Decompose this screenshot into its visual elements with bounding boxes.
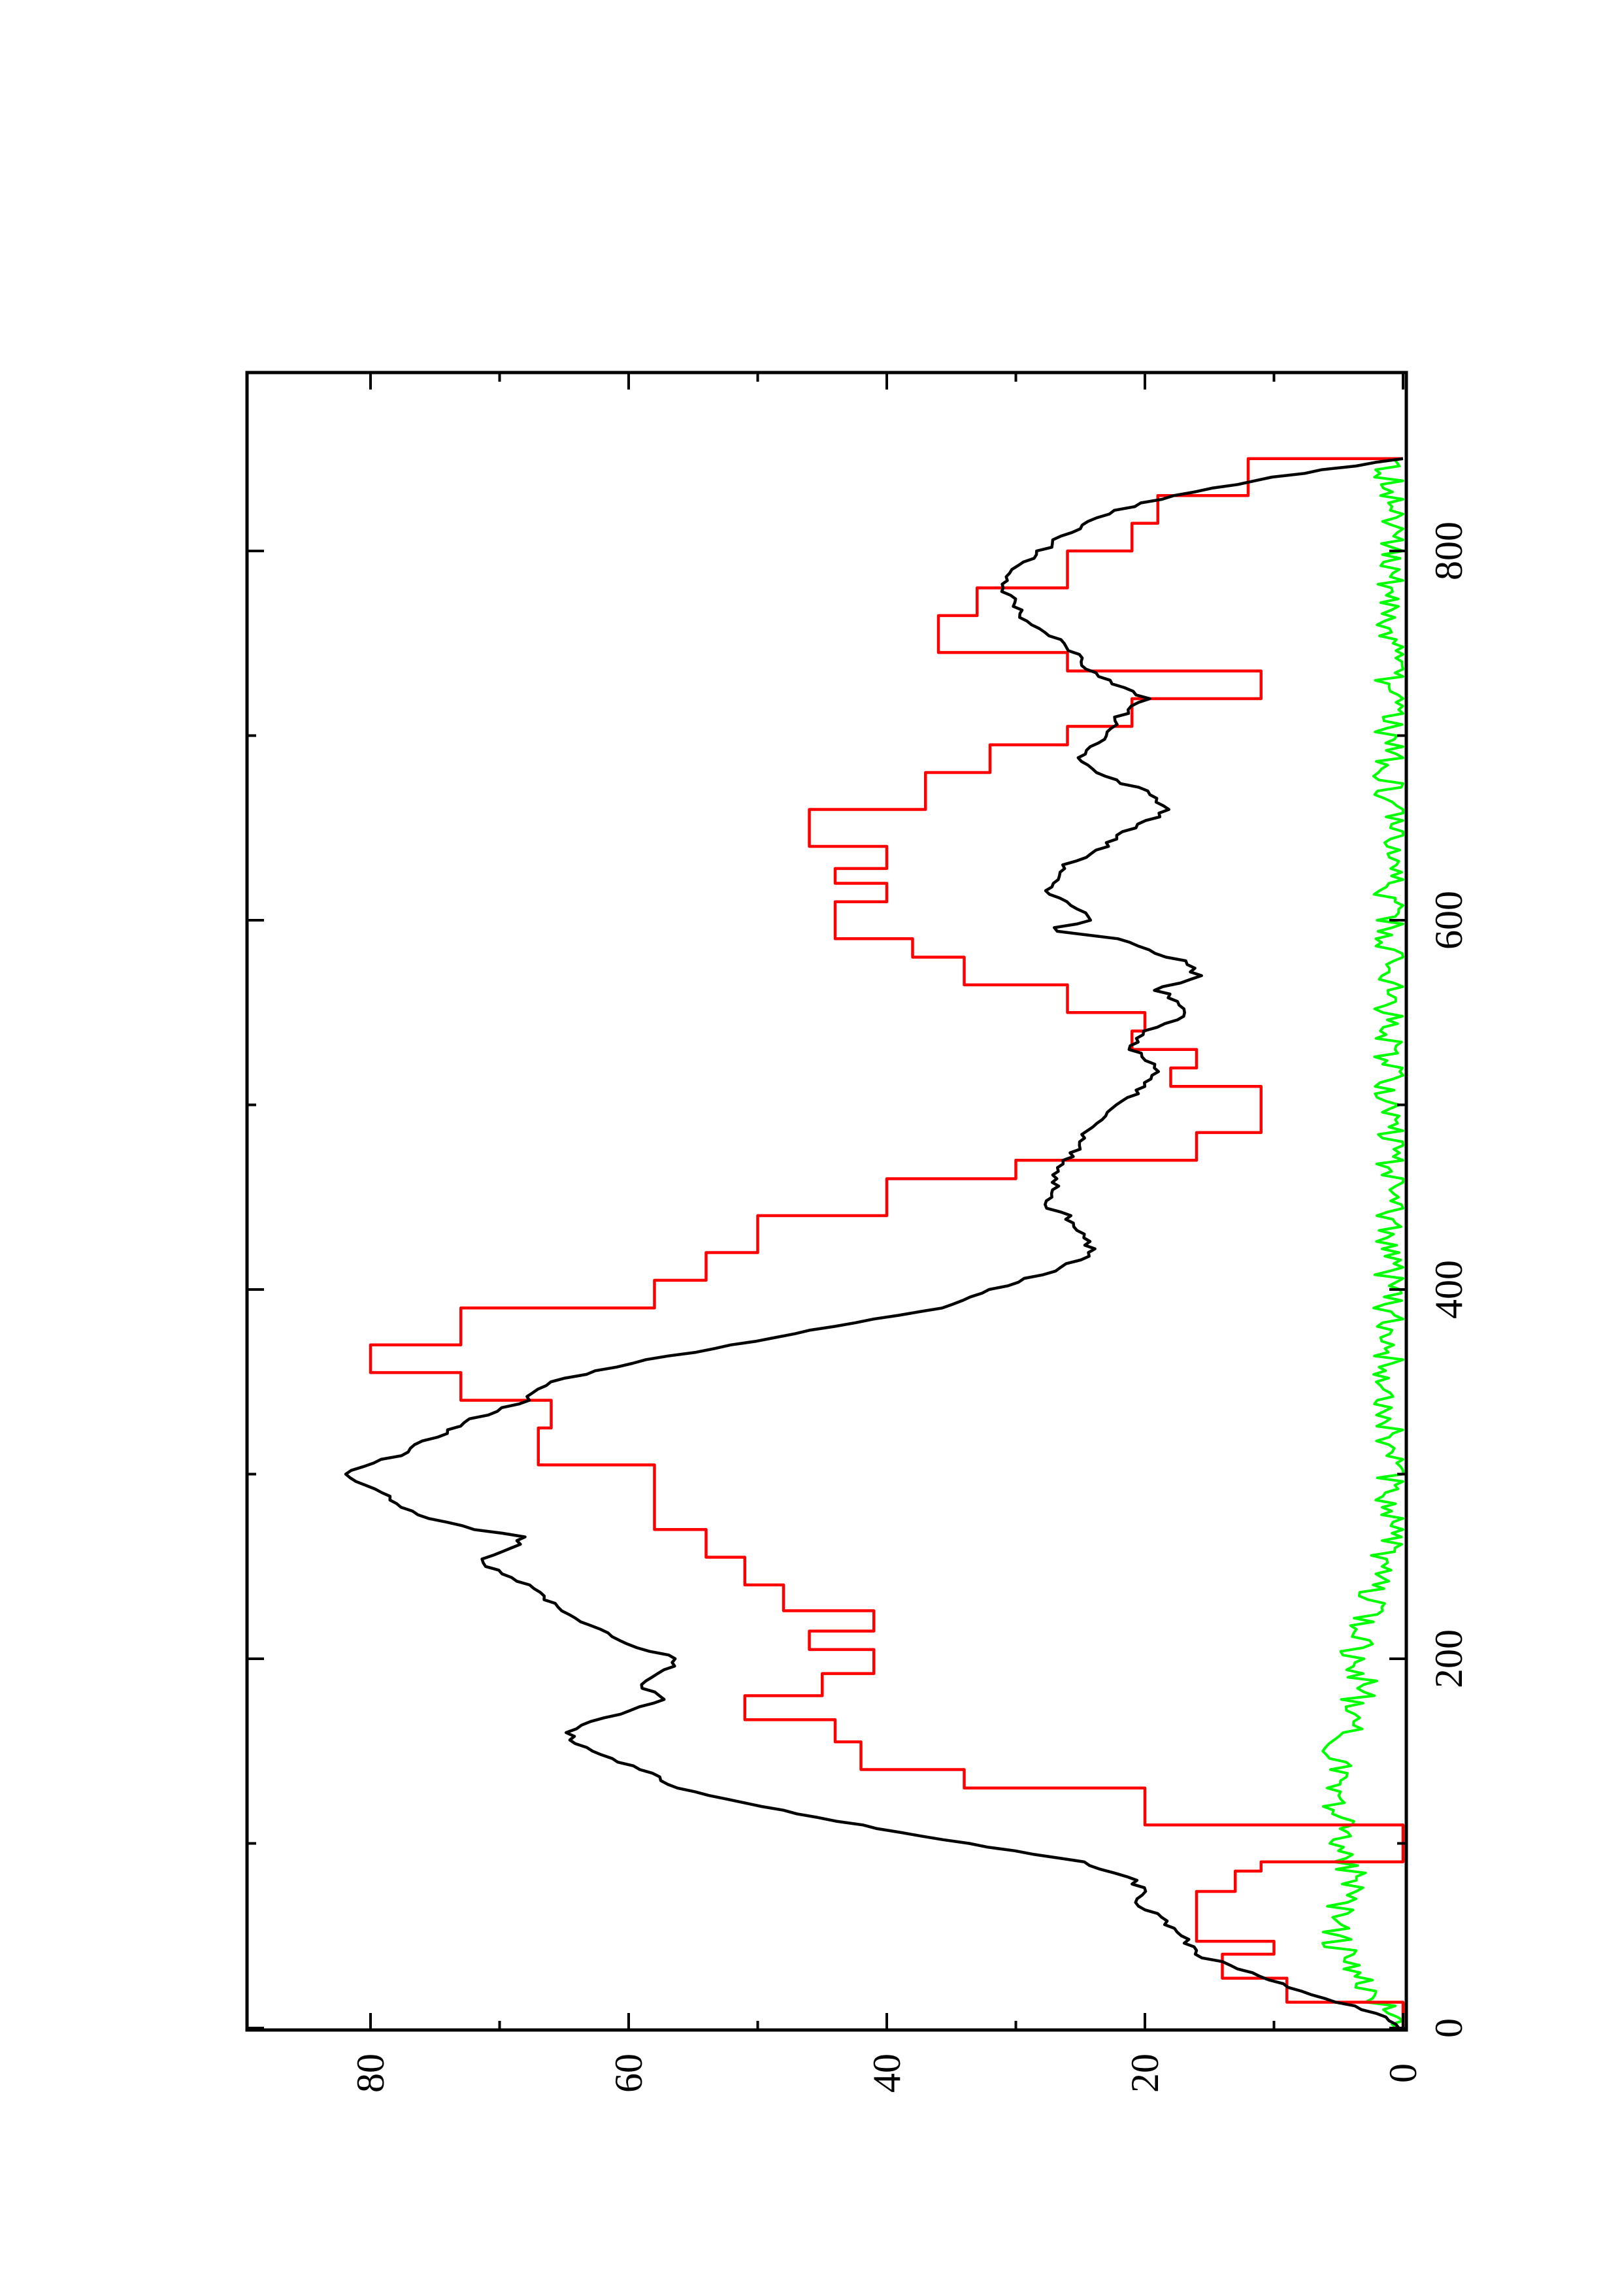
y-tick-label: 0 bbox=[1381, 2063, 1425, 2083]
axis-ticks bbox=[247, 373, 1406, 2030]
x-tick-label: 0 bbox=[1427, 2018, 1470, 2038]
series-line-1 bbox=[344, 457, 1404, 2029]
axis-tick-labels: 0 200 400 600 800 0 20 40 60 80 bbox=[349, 522, 1470, 2093]
series-layer bbox=[344, 457, 1405, 2029]
plot-frame bbox=[245, 371, 1408, 2032]
y-tick-label: 60 bbox=[607, 2054, 650, 2093]
series-line-2 bbox=[1321, 458, 1404, 2029]
x-tick-label: 400 bbox=[1427, 1260, 1470, 1319]
y-tick-label: 40 bbox=[865, 2054, 908, 2093]
y-tick-label: 80 bbox=[349, 2054, 392, 2093]
x-tick-label: 200 bbox=[1427, 1629, 1470, 1688]
y-tick-label: 20 bbox=[1123, 2054, 1166, 2093]
series-line-0 bbox=[369, 457, 1405, 2028]
x-tick-label: 800 bbox=[1427, 522, 1470, 580]
x-tick-label: 600 bbox=[1427, 891, 1470, 950]
